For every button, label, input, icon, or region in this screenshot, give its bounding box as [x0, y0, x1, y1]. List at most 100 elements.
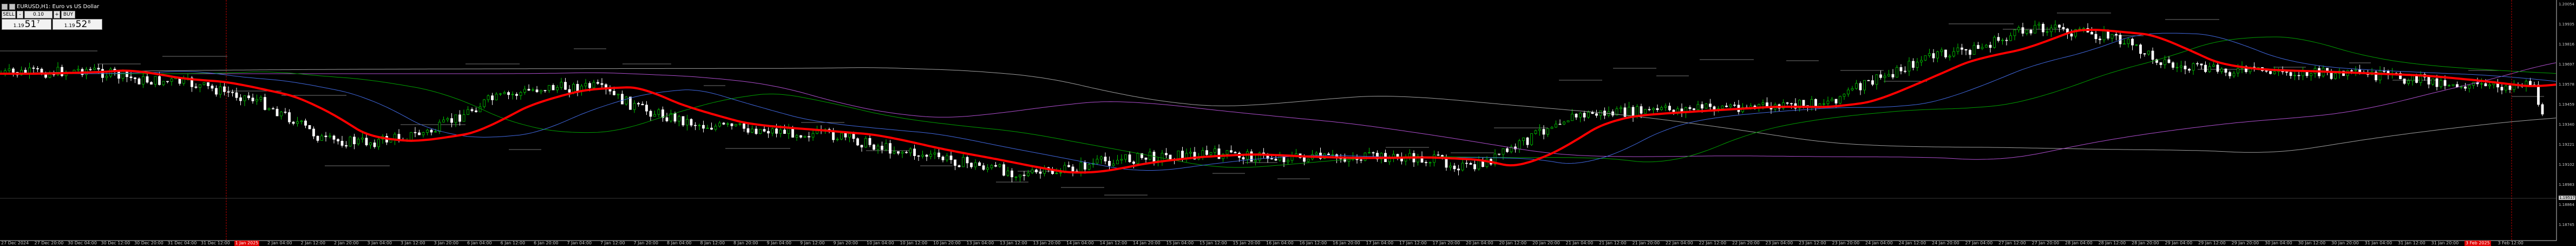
candle-body — [686, 119, 689, 126]
candle-body — [1936, 51, 1939, 59]
time-axis-label: 23 Jan 20:00 — [1832, 241, 1860, 245]
candle-body — [653, 114, 656, 117]
price-axis-label: 1.19697 — [2559, 62, 2574, 67]
candle-body — [211, 86, 214, 89]
candle-body — [735, 124, 737, 126]
candle-body — [751, 128, 753, 133]
candle-body — [958, 165, 961, 167]
candle-body — [2310, 73, 2312, 76]
candle-body — [2237, 68, 2239, 74]
candle-body — [361, 138, 364, 140]
chevron-down-icon[interactable] — [9, 4, 15, 10]
current-price-label: 1.19517 — [2559, 196, 2575, 200]
candle-body — [1437, 154, 1440, 156]
time-axis-label: 13 Jan 20:00 — [1033, 241, 1061, 245]
bid-big-digits: 51 — [24, 19, 37, 30]
candle-body — [718, 122, 721, 127]
price-axis-label: 1.19221 — [2559, 143, 2574, 147]
candle-body — [264, 97, 266, 110]
candle-body — [454, 114, 457, 123]
candle-body — [134, 77, 136, 79]
candle-body — [2472, 82, 2475, 86]
candle-body — [1628, 107, 1630, 117]
sell-button[interactable]: SELL — [2, 11, 16, 18]
candle-body — [1067, 165, 1070, 167]
candle-body — [2200, 63, 2203, 66]
time-axis-label: 22 Jan 12:00 — [1699, 241, 1727, 245]
candle-body — [925, 154, 928, 157]
candle-body — [954, 159, 956, 166]
candle-body — [1449, 165, 1452, 168]
candle-body — [681, 116, 685, 126]
buy-button[interactable]: BUY — [61, 11, 75, 18]
candle-body — [1542, 129, 1545, 135]
candle-body — [1084, 162, 1086, 170]
time-axis-label: 2 Jan 12:00 — [300, 241, 326, 245]
candle-body — [1916, 62, 1919, 68]
price-axis-label: 1.19935 — [2559, 22, 2574, 27]
bid-price-button[interactable]: 1.19 51 7 — [2, 19, 51, 30]
candle-body — [1924, 55, 1927, 61]
candle-body — [1948, 56, 1951, 57]
candle-body — [1104, 157, 1107, 161]
lot-size-input[interactable]: 0.10 — [24, 11, 53, 18]
candle-body — [783, 130, 786, 134]
candle-body — [320, 135, 323, 141]
candle-body — [1831, 99, 1833, 101]
candle-body — [316, 135, 319, 141]
candle-body — [12, 68, 15, 73]
time-axis-label: 27 Jan 12:00 — [1998, 241, 2026, 245]
time-axis-label: 21 Jan 12:00 — [1599, 241, 1627, 245]
candle-body — [1761, 102, 1765, 105]
lot-increase-button[interactable]: + — [54, 11, 60, 18]
candle-body — [1956, 47, 1959, 52]
candle-body — [89, 69, 92, 70]
candle-body — [897, 151, 900, 154]
candle-body — [649, 111, 652, 117]
candle-body — [2492, 83, 2495, 85]
candle-body — [2184, 66, 2187, 69]
candle-body — [1798, 100, 1801, 109]
candle-body — [597, 82, 599, 84]
candle-body — [625, 96, 628, 105]
lot-decrease-button[interactable]: - — [17, 11, 23, 18]
candle-body — [1031, 169, 1034, 173]
candle-body — [1790, 103, 1793, 105]
time-axis-label: 21 Jan 20:00 — [1632, 241, 1660, 245]
candle-body — [1079, 162, 1083, 172]
candle-body — [811, 133, 815, 138]
price-axis[interactable]: 1.20054 1.19935 1.19816 1.19697 1.19578 1.194… — [2557, 0, 2576, 241]
candle-body — [1555, 124, 1557, 128]
candle-body — [633, 103, 636, 110]
candle-body — [2484, 83, 2487, 87]
candle-body — [629, 96, 632, 110]
candle-body — [1575, 113, 1578, 118]
candle-body — [848, 133, 851, 138]
candle-body — [2480, 83, 2483, 85]
candle-body — [1002, 164, 1005, 176]
candle-body — [856, 138, 859, 146]
candle-body — [2456, 84, 2459, 87]
ask-price-button[interactable]: 1.19 52 8 — [53, 19, 102, 30]
candle-body — [1766, 102, 1768, 107]
candle-body — [1364, 152, 1367, 161]
candle-body — [2155, 59, 2158, 63]
candle-body — [215, 88, 218, 95]
trade-panel-toggle-icon[interactable] — [2, 4, 8, 10]
time-axis-label: 24 Jan 04:00 — [1865, 241, 1893, 245]
time-axis-label: 7 Jan 20:00 — [633, 241, 659, 245]
candle-body — [2050, 28, 2053, 33]
candle-body — [970, 163, 973, 167]
candle-body — [410, 132, 412, 140]
candle-body — [572, 83, 575, 93]
candle-body — [1977, 45, 1979, 49]
candle-body — [2269, 71, 2272, 74]
candle-body — [1315, 152, 1318, 155]
candle-body — [199, 84, 201, 88]
candle-body — [779, 130, 782, 134]
candle-body — [1343, 158, 1346, 162]
candle-body — [1855, 83, 1858, 89]
candle-body — [2017, 27, 2020, 30]
time-axis-label: 6 Jan 20:00 — [534, 241, 559, 245]
